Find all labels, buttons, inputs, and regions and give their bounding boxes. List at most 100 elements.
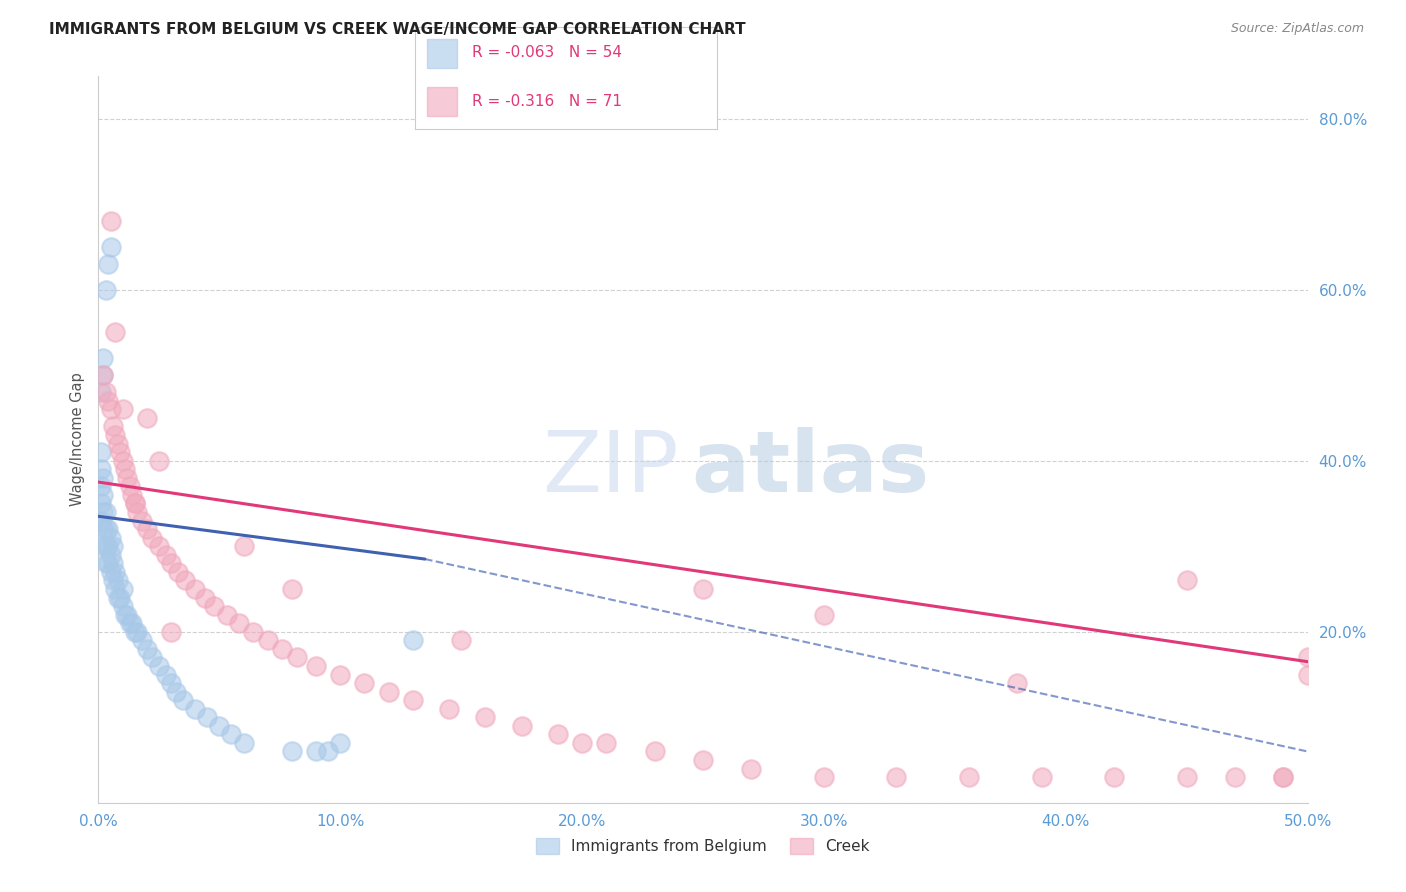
Y-axis label: Wage/Income Gap: Wage/Income Gap — [70, 373, 86, 506]
Point — [160, 557, 183, 571]
Point — [91, 471, 114, 485]
Point — [547, 727, 569, 741]
Point — [90, 385, 112, 400]
Point — [208, 719, 231, 733]
Text: R = -0.316   N = 71: R = -0.316 N = 71 — [472, 95, 623, 109]
Point — [160, 624, 183, 639]
Point — [91, 522, 114, 536]
Point — [104, 326, 127, 340]
Point — [271, 641, 294, 656]
Point — [111, 402, 134, 417]
Point — [135, 641, 157, 656]
Point — [305, 744, 328, 758]
Point — [957, 770, 980, 784]
Point — [131, 633, 153, 648]
Point — [107, 574, 129, 588]
Point — [184, 702, 207, 716]
Point — [117, 471, 139, 485]
Point — [232, 736, 254, 750]
Point — [194, 591, 217, 605]
Point — [813, 607, 835, 622]
Point — [174, 574, 197, 588]
Point — [1296, 667, 1319, 681]
Point — [107, 436, 129, 450]
Point — [101, 557, 124, 571]
Point — [97, 557, 120, 571]
Point — [204, 599, 226, 613]
Point — [127, 505, 149, 519]
Point — [1007, 676, 1029, 690]
Point — [117, 607, 139, 622]
Point — [1175, 574, 1198, 588]
Point — [305, 659, 328, 673]
Point — [1296, 650, 1319, 665]
Point — [100, 531, 122, 545]
Point — [148, 659, 170, 673]
Point — [121, 616, 143, 631]
Legend: Immigrants from Belgium, Creek: Immigrants from Belgium, Creek — [530, 832, 876, 861]
Point — [221, 727, 243, 741]
FancyBboxPatch shape — [427, 87, 457, 116]
Point — [94, 283, 117, 297]
Point — [1272, 770, 1295, 784]
Point — [232, 539, 254, 553]
Point — [148, 539, 170, 553]
Text: R = -0.063   N = 54: R = -0.063 N = 54 — [472, 45, 623, 61]
Point — [111, 582, 134, 596]
Point — [437, 702, 460, 716]
Point — [107, 591, 129, 605]
Point — [108, 591, 131, 605]
Text: ZIP: ZIP — [543, 427, 679, 510]
Point — [90, 514, 112, 528]
Point — [111, 453, 134, 467]
Point — [118, 616, 141, 631]
Point — [101, 574, 124, 588]
Point — [94, 539, 117, 553]
Point — [160, 676, 183, 690]
Point — [172, 693, 194, 707]
Point — [127, 624, 149, 639]
Point — [148, 453, 170, 467]
Point — [101, 539, 124, 553]
Point — [104, 565, 127, 579]
Text: atlas: atlas — [690, 427, 929, 510]
Point — [450, 633, 472, 648]
Point — [141, 531, 163, 545]
Point — [377, 684, 399, 698]
Point — [100, 402, 122, 417]
Point — [256, 633, 278, 648]
Point — [510, 719, 533, 733]
Point — [90, 445, 112, 459]
Point — [108, 445, 131, 459]
Point — [124, 624, 146, 639]
FancyBboxPatch shape — [427, 39, 457, 68]
Point — [90, 462, 112, 476]
Point — [100, 214, 122, 228]
Point — [242, 624, 264, 639]
Point — [91, 351, 114, 365]
Point — [215, 607, 238, 622]
Point — [329, 667, 352, 681]
Point — [114, 607, 136, 622]
Point — [155, 667, 177, 681]
Point — [165, 684, 187, 698]
Text: IMMIGRANTS FROM BELGIUM VS CREEK WAGE/INCOME GAP CORRELATION CHART: IMMIGRANTS FROM BELGIUM VS CREEK WAGE/IN… — [49, 22, 745, 37]
Point — [91, 488, 114, 502]
Point — [91, 505, 114, 519]
Point — [353, 676, 375, 690]
Point — [402, 633, 425, 648]
Point — [97, 257, 120, 271]
Point — [1272, 770, 1295, 784]
Point — [141, 650, 163, 665]
Point — [228, 616, 250, 631]
Point — [595, 736, 617, 750]
Point — [1175, 770, 1198, 784]
Point — [285, 650, 308, 665]
Point — [740, 762, 762, 776]
Point — [90, 479, 112, 493]
Point — [135, 411, 157, 425]
Point — [571, 736, 593, 750]
Point — [124, 496, 146, 510]
Point — [195, 710, 218, 724]
Point — [131, 514, 153, 528]
